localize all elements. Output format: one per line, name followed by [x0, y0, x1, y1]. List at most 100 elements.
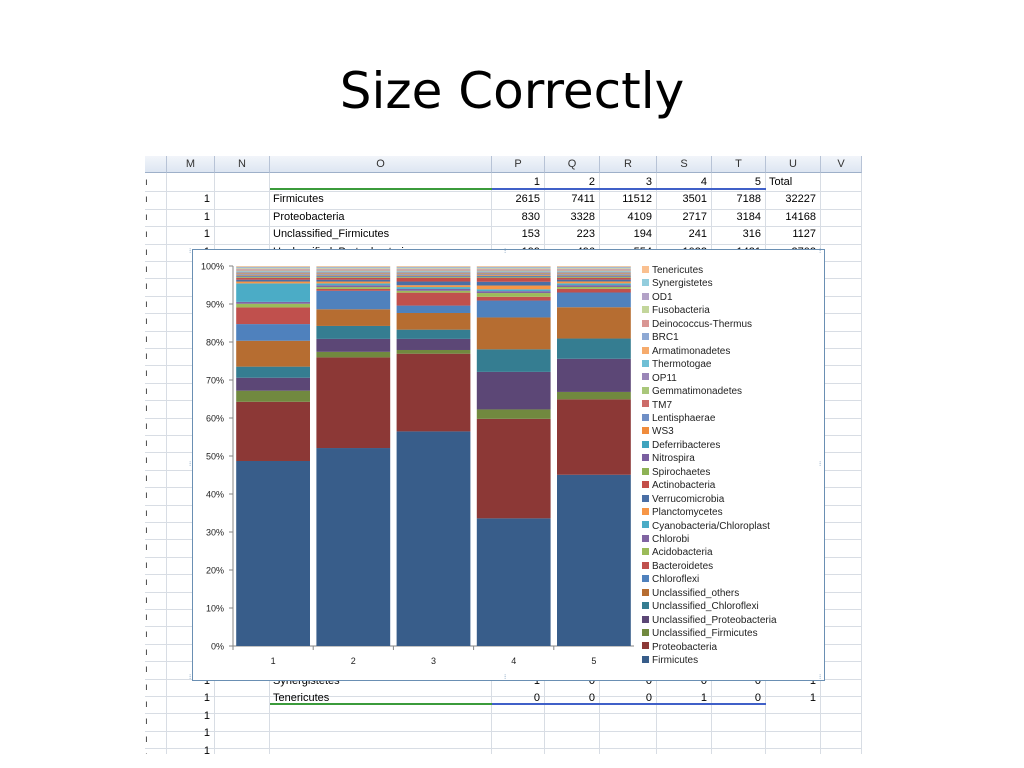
- chart-resize-handle: ⁝: [189, 461, 191, 468]
- cell-q[interactable]: 3328: [570, 210, 595, 223]
- cell-r[interactable]: 3: [645, 176, 652, 188]
- column-header-u[interactable]: U: [766, 156, 821, 173]
- row-edge-marker: ı: [145, 177, 148, 188]
- bar-segment-3-19: [476, 273, 551, 275]
- cell-p[interactable]: 153: [521, 228, 540, 241]
- cell-p[interactable]: 830: [521, 210, 540, 223]
- cell-q[interactable]: 0: [588, 692, 595, 705]
- cell-m[interactable]: 1: [203, 228, 210, 241]
- column-header-o[interactable]: O: [270, 156, 492, 173]
- cell-t[interactable]: 316: [742, 228, 761, 241]
- legend-item: WS3: [642, 425, 674, 438]
- legend-swatch: [642, 427, 649, 435]
- cell-u[interactable]: Total: [769, 176, 793, 188]
- cell-p[interactable]: 1: [533, 675, 540, 687]
- cell-t[interactable]: 3184: [736, 210, 761, 223]
- cell-t[interactable]: 0: [754, 675, 761, 687]
- cell-m[interactable]: 1: [203, 744, 210, 754]
- cell-t[interactable]: 5: [754, 176, 761, 188]
- bar-segment-2-21: [396, 271, 471, 273]
- bar-segment-1-3: [316, 338, 391, 352]
- cell-t[interactable]: 0: [754, 692, 761, 705]
- column-header-q[interactable]: Q: [545, 156, 600, 173]
- cell-p[interactable]: 0: [533, 692, 540, 705]
- cell-q[interactable]: 7411: [571, 193, 595, 206]
- column-header-n[interactable]: N: [215, 156, 270, 173]
- cell-o[interactable]: Unclassified_Firmicutes: [273, 228, 390, 241]
- cell-r[interactable]: 0: [645, 692, 652, 705]
- cell-m[interactable]: 1: [203, 709, 210, 722]
- cell-u[interactable]: 32227: [785, 193, 816, 206]
- cell-s[interactable]: 1: [700, 692, 707, 705]
- column-header-v[interactable]: V: [821, 156, 862, 173]
- bar-segment-4-7: [557, 288, 631, 293]
- cell-o[interactable]: Firmicutes: [273, 193, 324, 206]
- bar-segment-4-16: [557, 275, 631, 277]
- cell-r[interactable]: 194: [633, 228, 652, 241]
- legend-item: TM7: [642, 399, 672, 412]
- bar-segment-0-5: [236, 340, 310, 367]
- bar-segment-0-29: [236, 266, 310, 267]
- cell-s[interactable]: 241: [688, 228, 707, 241]
- cell-u[interactable]: 1: [809, 692, 816, 705]
- cell-m[interactable]: 1: [203, 193, 210, 206]
- cell-m[interactable]: 1: [203, 692, 210, 705]
- legend-item: Armatimonadetes: [642, 345, 730, 358]
- cell-q[interactable]: 0: [588, 675, 595, 687]
- bar-segment-2-9: [396, 288, 471, 291]
- row-edge-marker: ı: [145, 246, 148, 258]
- cell-m[interactable]: 1: [203, 210, 210, 223]
- cell-r[interactable]: 4109: [627, 210, 652, 223]
- column-header-stub[interactable]: [145, 156, 167, 173]
- cell-u[interactable]: 1: [809, 675, 816, 687]
- cell-o[interactable]: Tenericutes: [273, 692, 330, 705]
- bar-segment-4-10: [557, 283, 631, 286]
- bar-segment-4-25: [557, 268, 631, 270]
- column-header-t[interactable]: T: [712, 156, 766, 173]
- row-edge-marker: ı: [145, 455, 148, 467]
- cell-o[interactable]: Proteobacteria: [273, 210, 345, 223]
- cell-t[interactable]: 7188: [736, 193, 761, 206]
- column-header-r[interactable]: R: [600, 156, 657, 173]
- legend-label: Unclassified_Chloroflexi: [652, 601, 759, 613]
- legend-label: Cyanobacteria/Chloroplast: [652, 520, 770, 532]
- column-header-m[interactable]: M: [167, 156, 215, 173]
- bar-segment-0-9: [236, 301, 310, 304]
- legend-swatch: [642, 279, 649, 287]
- cell-m[interactable]: 1: [203, 675, 210, 687]
- column-header-s[interactable]: S: [657, 156, 712, 173]
- bar-segment-1-17: [316, 274, 391, 276]
- y-tick-label: 70%: [206, 376, 224, 386]
- bar-segment-0-3: [236, 377, 310, 391]
- legend-label: Deferribacteres: [652, 439, 721, 451]
- bar-segment-1-16: [316, 275, 391, 277]
- bar-segment-4-9: [557, 285, 631, 287]
- gridline-horizontal: [145, 713, 862, 715]
- cell-q[interactable]: 2: [588, 176, 595, 188]
- row-edge-marker: ı: [145, 264, 148, 275]
- cell-s[interactable]: 2717: [682, 210, 707, 223]
- cell-p[interactable]: 2615: [515, 193, 540, 206]
- cell-s[interactable]: 3501: [682, 193, 707, 206]
- legend-swatch: [642, 333, 649, 341]
- cell-m[interactable]: 1: [203, 727, 210, 740]
- bar-segment-3-20: [476, 272, 551, 274]
- gridline-horizontal: [145, 243, 862, 245]
- bar-segment-0-21: [236, 271, 310, 273]
- bar-segment-3-9: [476, 291, 551, 294]
- cell-r[interactable]: 0: [645, 675, 652, 687]
- cell-r[interactable]: 11512: [622, 193, 652, 206]
- bar-segment-1-28: [316, 266, 391, 268]
- cell-p[interactable]: 1: [533, 176, 540, 188]
- bar-segment-2-10: [396, 287, 471, 289]
- legend-label: Deinococcus-Thermus: [652, 318, 753, 330]
- cell-s[interactable]: 0: [700, 675, 707, 687]
- legend-item: Cyanobacteria/Chloroplast: [642, 520, 770, 533]
- row-edge-marker: ı: [145, 211, 148, 223]
- cell-u[interactable]: 14168: [785, 210, 816, 223]
- cell-q[interactable]: 223: [576, 228, 595, 241]
- column-header-p[interactable]: P: [492, 156, 545, 173]
- cell-u[interactable]: 1127: [792, 228, 816, 241]
- row-edge-marker: ı: [145, 748, 149, 754]
- cell-s[interactable]: 4: [700, 176, 707, 188]
